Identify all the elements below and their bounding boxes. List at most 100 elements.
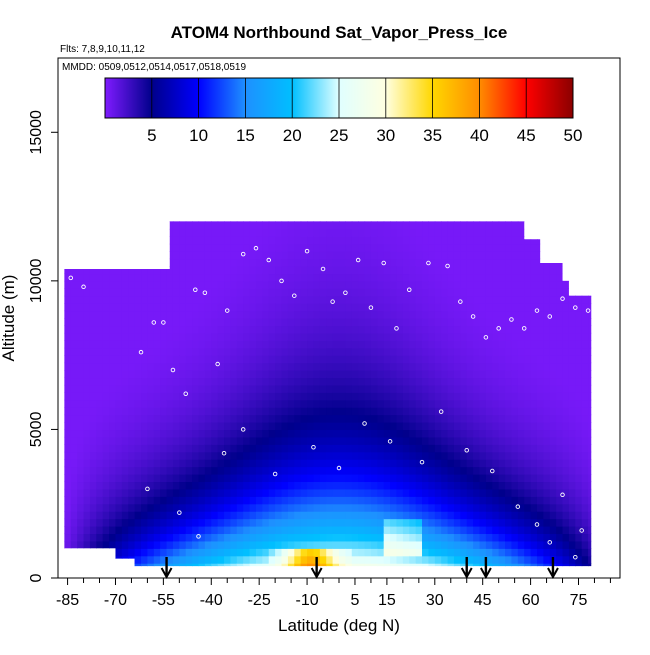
heatmap-cell [339, 422, 346, 431]
heatmap-cell [153, 496, 161, 505]
heatmap-cell [313, 221, 321, 223]
heatmap-cell [319, 295, 327, 304]
heatmap-cell [96, 377, 104, 386]
heatmap-cell [141, 384, 149, 393]
heatmap-cell [562, 488, 570, 497]
heatmap-cell [351, 273, 359, 282]
heatmap-cell [294, 258, 302, 267]
heatmap-cell [517, 481, 525, 490]
heatmap-cell [115, 503, 123, 512]
heatmap-cell [89, 466, 97, 475]
heatmap-cell [64, 347, 72, 356]
heatmap-cell [409, 243, 417, 252]
heatmap-cell [434, 273, 442, 282]
heatmap-cell [339, 444, 346, 453]
heatmap-cell [415, 221, 423, 223]
heatmap-cell [115, 466, 123, 475]
heatmap-cell [345, 548, 353, 557]
heatmap-cell [453, 221, 461, 230]
heatmap-cell [179, 251, 187, 260]
heatmap-cell [556, 444, 564, 453]
heatmap-cell [511, 318, 519, 327]
heatmap-cell [236, 288, 244, 297]
heatmap-cell [217, 251, 225, 260]
heatmap-cell [434, 436, 442, 445]
heatmap-cell [236, 362, 244, 371]
heatmap-cell [313, 392, 321, 401]
heatmap-cell [581, 518, 589, 527]
heatmap-cell [262, 444, 270, 453]
heatmap-cell [287, 496, 295, 505]
heatmap-cell [383, 429, 391, 438]
heatmap-cell [319, 459, 327, 468]
heatmap-cell [192, 444, 200, 453]
heatmap-cell [160, 377, 168, 386]
heatmap-cell [453, 332, 461, 341]
heatmap-cell [230, 340, 238, 349]
heatmap-cell [358, 362, 366, 371]
heatmap-cell [236, 444, 244, 453]
heatmap-cell [549, 355, 557, 364]
heatmap-cell [326, 280, 334, 289]
heatmap-cell [230, 221, 238, 230]
heatmap-cell [530, 429, 538, 438]
heatmap-cell [243, 414, 251, 423]
heatmap-cell [326, 392, 334, 401]
heatmap-cell [160, 526, 168, 535]
heatmap-cell [262, 355, 270, 364]
heatmap-cell [198, 347, 206, 356]
heatmap-cell [153, 503, 161, 512]
heatmap-cell [204, 429, 212, 438]
heatmap-cell [377, 303, 385, 312]
heatmap-cell [492, 392, 500, 401]
heatmap-cell [473, 236, 481, 245]
heatmap-cell [134, 384, 142, 393]
heatmap-cell [364, 563, 372, 567]
heatmap-cell [390, 555, 398, 564]
heatmap-cell [390, 414, 398, 423]
heatmap-cell [505, 459, 513, 468]
heatmap-cell [147, 377, 155, 386]
heatmap-cell [326, 511, 334, 520]
heatmap-cell [121, 533, 129, 542]
heatmap-cell [473, 422, 481, 431]
heatmap-cell [179, 325, 187, 334]
heatmap-cell [428, 533, 436, 542]
heatmap-cell [447, 273, 455, 282]
heatmap-cell [332, 474, 340, 483]
heatmap-cell [249, 310, 257, 319]
heatmap-cell [268, 355, 276, 364]
heatmap-cell [524, 488, 532, 497]
heatmap-cell [128, 310, 136, 319]
heatmap-cell [428, 511, 436, 520]
heatmap-cell [217, 540, 225, 549]
heatmap-cell [102, 273, 110, 282]
heatmap-cell [109, 347, 117, 356]
heatmap-cell [332, 503, 340, 512]
sample-point [381, 260, 386, 266]
heatmap-cell [364, 310, 372, 319]
heatmap-cell [339, 474, 346, 483]
heatmap-cell [300, 362, 308, 371]
heatmap-cell [588, 540, 592, 549]
heatmap-cell [428, 266, 436, 275]
heatmap-cell [121, 466, 129, 475]
heatmap-cell [281, 488, 289, 497]
heatmap-cell [204, 280, 212, 289]
heatmap-cell [217, 266, 225, 275]
heatmap-cell [460, 303, 468, 312]
heatmap-cell [319, 362, 327, 371]
heatmap-cell [300, 288, 308, 297]
heatmap-cell [89, 496, 97, 505]
heatmap-cell [102, 496, 110, 505]
heatmap-cell [166, 540, 174, 549]
heatmap-cell [358, 273, 366, 282]
x-tick-label: 45 [474, 592, 492, 609]
heatmap-cell [453, 221, 461, 223]
heatmap-cell [64, 414, 72, 423]
heatmap-cell [230, 488, 238, 497]
heatmap-cell [236, 526, 244, 535]
heatmap-cell [434, 310, 442, 319]
heatmap-cell [549, 540, 557, 549]
heatmap-cell [224, 459, 232, 468]
